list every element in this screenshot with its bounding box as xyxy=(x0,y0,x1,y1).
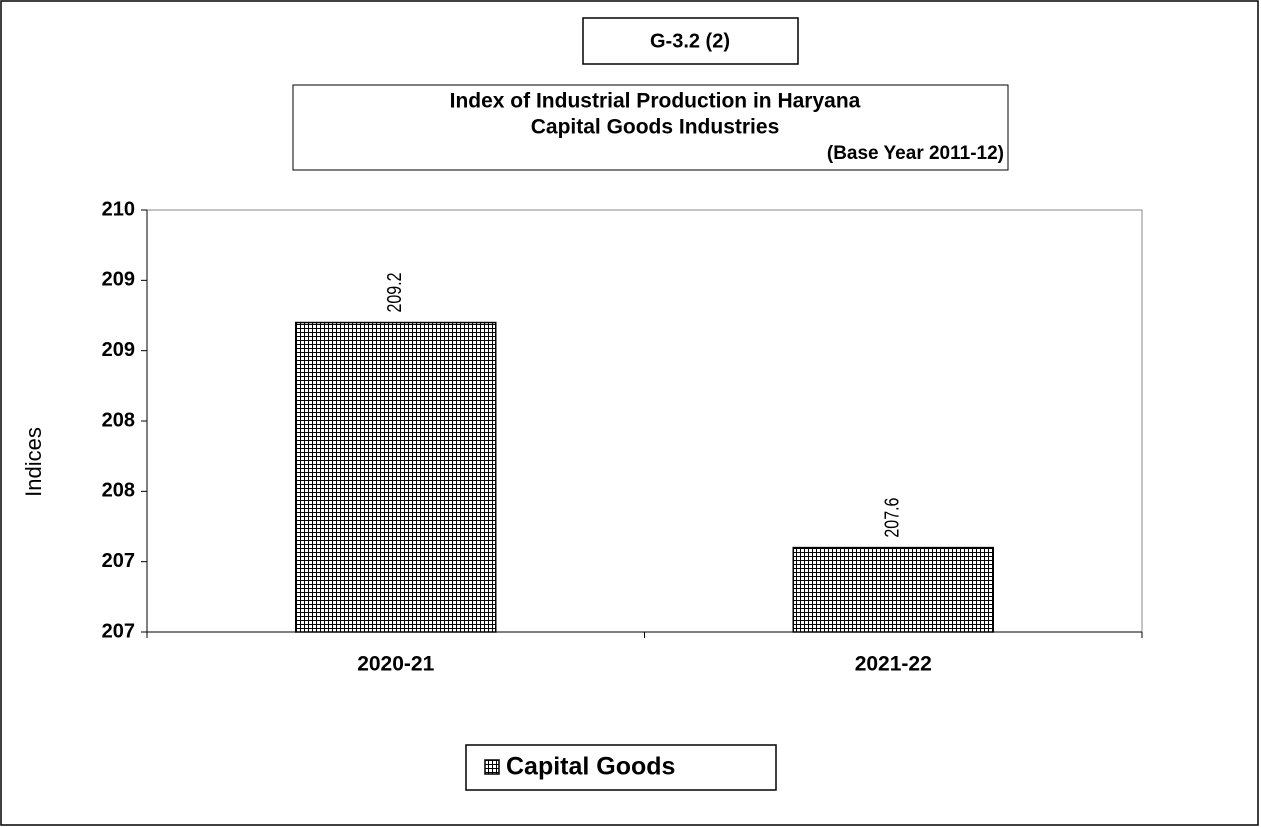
title-box xyxy=(292,84,1009,171)
header-box xyxy=(582,17,799,65)
chart-title: Capital Goods Industries xyxy=(531,116,780,139)
chart-title: Index of Industrial Production in Haryan… xyxy=(450,90,861,113)
legend xyxy=(465,744,777,791)
legend-swatch xyxy=(484,759,500,775)
y-axis-label: Indices xyxy=(21,427,46,497)
y-tick-label: 208 xyxy=(102,409,135,431)
bar xyxy=(295,321,497,633)
x-tick-label: 2020-21 xyxy=(357,653,434,676)
y-tick-label: 210 xyxy=(102,198,135,220)
y-tick-label: 208 xyxy=(102,480,135,502)
bar xyxy=(792,546,994,633)
header: G-3.2 (2) xyxy=(650,30,730,52)
data-label: 207.6 xyxy=(881,498,903,538)
legend-label: Capital Goods xyxy=(506,753,675,781)
data-label: 209.2 xyxy=(383,272,405,312)
x-tick-label: 2021-22 xyxy=(855,653,932,676)
y-tick-label: 209 xyxy=(102,269,135,291)
y-tick-label: 209 xyxy=(102,339,135,361)
chart-subtitle: (Base Year 2011-12) xyxy=(827,143,1004,164)
y-tick-label: 207 xyxy=(102,620,135,642)
y-tick-label: 207 xyxy=(102,550,135,572)
